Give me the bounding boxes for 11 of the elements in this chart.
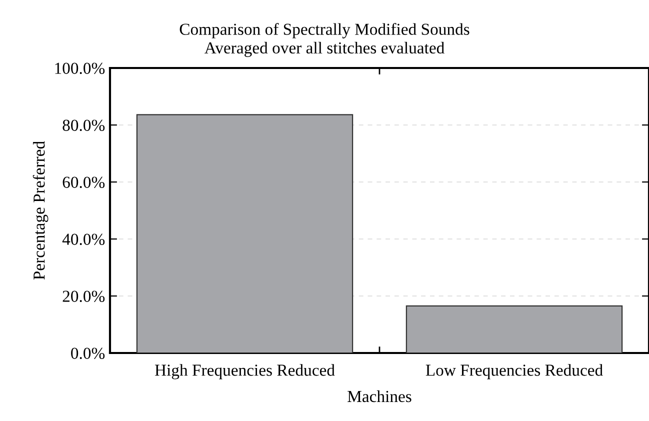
y-tick-label: 20.0% — [62, 290, 105, 302]
chart-title: Comparison of Spectrally Modified Sounds Averaged over all stitches evaluated — [180, 23, 470, 57]
y-axis-title: Percentage Preferred — [32, 141, 48, 280]
y-tick-label: 80.0% — [62, 120, 105, 132]
y-tick-label: 100.0% — [55, 62, 105, 74]
y-tick-label: 60.0% — [62, 176, 105, 188]
x-tick-label: Low Frequencies Reduced — [426, 364, 603, 380]
x-axis-title: Machines — [348, 390, 412, 402]
y-tick-label: 40.0% — [62, 234, 105, 246]
x-tick-label: High Frequencies Reduced — [154, 364, 335, 380]
y-tick-label: 0.0% — [71, 348, 105, 360]
